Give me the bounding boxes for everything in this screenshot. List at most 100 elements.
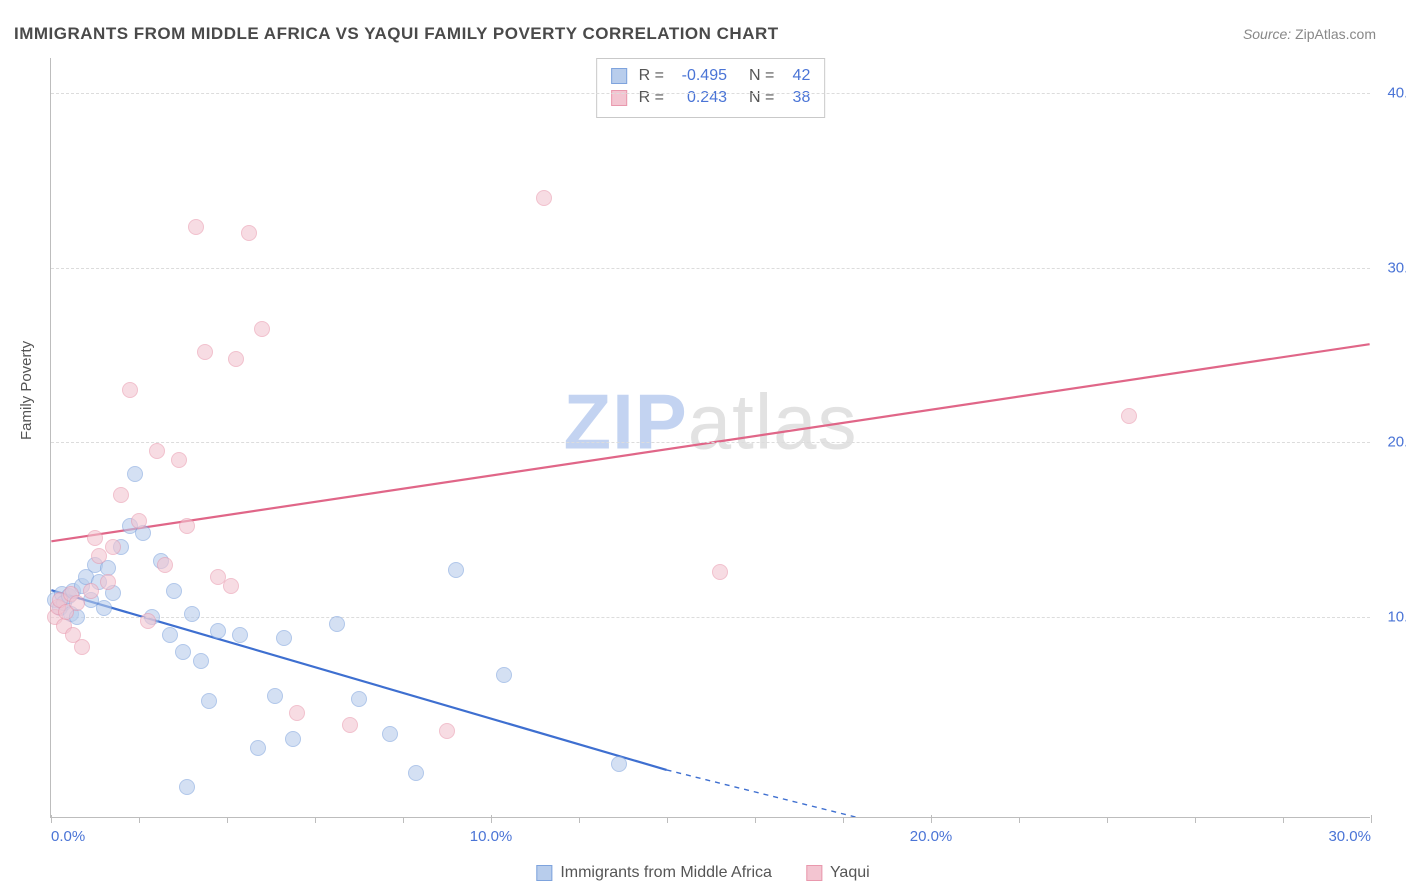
stats-row: R = 0.243 N = 38 [611,87,811,109]
y-tick-label: 40.0% [1375,84,1406,101]
legend-label: Immigrants from Middle Africa [560,864,772,882]
data-point [536,190,552,206]
y-tick-label: 30.0% [1375,259,1406,276]
x-tick-label: 10.0% [470,828,513,845]
x-minor-tick [755,817,756,823]
y-axis-label: Family Poverty [18,341,35,440]
watermark-part1: ZIP [563,378,687,466]
legend: Immigrants from Middle Africa Yaqui [536,864,869,882]
x-tick [1371,815,1372,823]
y-tick-label: 20.0% [1375,434,1406,451]
x-tick [931,815,932,823]
legend-swatch [806,865,822,881]
x-minor-tick [227,817,228,823]
gridline [51,617,1370,618]
n-label: N = [749,87,774,109]
plot-area: ZIPatlas R =-0.495N =42R =0.243N =38 10.… [50,58,1370,818]
data-point [289,705,305,721]
x-tick [491,815,492,823]
r-value: 0.243 [672,87,727,109]
data-point [285,731,301,747]
x-tick-label: 0.0% [51,828,85,845]
trend-lines-layer [51,58,1370,817]
r-value: -0.495 [672,65,727,87]
legend-item: Immigrants from Middle Africa [536,864,772,882]
data-point [611,756,627,772]
data-point [201,693,217,709]
data-point [496,667,512,683]
x-minor-tick [843,817,844,823]
x-minor-tick [579,817,580,823]
gridline [51,93,1370,94]
data-point [448,562,464,578]
correlation-stats-box: R = -0.495 N = 42R = 0.243 N = 38 [596,58,826,118]
data-point [69,595,85,611]
data-point [197,344,213,360]
gridline [51,442,1370,443]
x-tick [51,815,52,823]
x-minor-tick [1195,817,1196,823]
legend-item: Yaqui [806,864,870,882]
n-label: N = [749,65,774,87]
data-point [439,723,455,739]
data-point [131,513,147,529]
data-point [408,765,424,781]
x-minor-tick [1019,817,1020,823]
data-point [96,600,112,616]
data-point [74,639,90,655]
x-minor-tick [139,817,140,823]
data-point [162,627,178,643]
data-point [113,487,129,503]
x-minor-tick [403,817,404,823]
source-attribution: Source: ZipAtlas.com [1243,26,1376,42]
x-minor-tick [315,817,316,823]
data-point [179,518,195,534]
data-point [184,606,200,622]
data-point [175,644,191,660]
data-point [351,691,367,707]
x-tick-label: 30.0% [1328,828,1371,845]
data-point [228,351,244,367]
data-point [179,779,195,795]
source-value: ZipAtlas.com [1295,26,1376,42]
trend-line-extrapolated [667,770,856,817]
data-point [105,539,121,555]
source-label: Source: [1243,26,1291,42]
data-point [127,466,143,482]
gridline [51,268,1370,269]
n-value: 42 [782,65,810,87]
data-point [382,726,398,742]
data-point [342,717,358,733]
stats-row: R =-0.495N =42 [611,65,811,87]
chart-title: IMMIGRANTS FROM MIDDLE AFRICA VS YAQUI F… [14,24,779,44]
data-point [267,688,283,704]
x-tick-label: 20.0% [910,828,953,845]
data-point [276,630,292,646]
legend-swatch [611,68,627,84]
data-point [122,382,138,398]
data-point [87,530,103,546]
x-minor-tick [1283,817,1284,823]
data-point [100,574,116,590]
data-point [193,653,209,669]
y-tick-label: 10.0% [1375,609,1406,626]
r-label: R = [639,87,664,109]
data-point [171,452,187,468]
data-point [329,616,345,632]
data-point [712,564,728,580]
data-point [223,578,239,594]
data-point [241,225,257,241]
data-point [232,627,248,643]
chart-container: IMMIGRANTS FROM MIDDLE AFRICA VS YAQUI F… [0,0,1406,892]
x-minor-tick [1107,817,1108,823]
watermark: ZIPatlas [563,377,857,468]
data-point [210,623,226,639]
n-value: 38 [782,87,810,109]
legend-label: Yaqui [830,864,870,882]
data-point [140,613,156,629]
watermark-part2: atlas [688,378,858,466]
data-point [254,321,270,337]
data-point [149,443,165,459]
data-point [1121,408,1137,424]
data-point [188,219,204,235]
